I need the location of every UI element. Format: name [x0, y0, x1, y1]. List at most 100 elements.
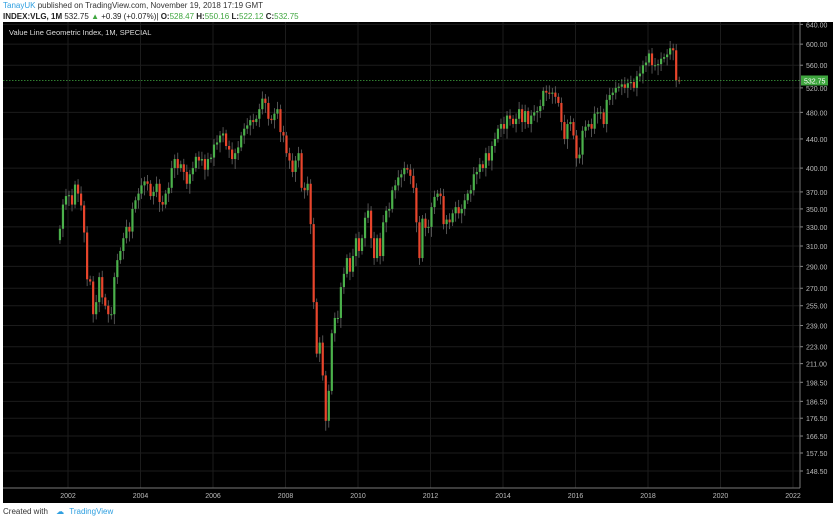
candle-up [258, 109, 261, 119]
high-value: 550.16 [204, 12, 230, 21]
candle-down [309, 183, 312, 225]
x-tick-label: 2022 [785, 493, 801, 500]
candle-up [569, 122, 572, 125]
candle-up [472, 174, 475, 191]
candle-up [215, 142, 219, 145]
candle-up [345, 258, 349, 274]
candle-up [539, 106, 542, 112]
y-tick-label: 600.00 [806, 42, 828, 49]
candle-up [605, 99, 608, 125]
candle-up [391, 190, 394, 209]
candle-down [487, 153, 490, 161]
candle-down [158, 183, 161, 202]
up-arrow-icon: ▲ [91, 12, 99, 21]
candle-down [92, 281, 95, 315]
y-tick-label: 370.00 [806, 190, 828, 197]
candle-down [675, 50, 678, 81]
candle-down [348, 258, 352, 272]
candlestick-chart[interactable]: 640.00 600.00 560.00 520.00 480.00 440.00 400.… [3, 22, 833, 503]
candle-up [140, 185, 143, 194]
low-label: L: [231, 12, 239, 21]
candle-up [209, 157, 213, 160]
candle-up [61, 204, 65, 229]
candle-up [167, 187, 170, 194]
candle-up [155, 183, 158, 192]
candle-up [666, 54, 669, 58]
candle-up [137, 193, 140, 201]
candle-up [542, 90, 545, 107]
candle-down [623, 84, 626, 88]
candle-up [536, 111, 539, 113]
candle-down [252, 120, 255, 123]
candle-up [484, 153, 487, 169]
candle-up [617, 86, 620, 88]
created-with-text: Created with [3, 507, 48, 516]
tradingview-link[interactable]: TradingView [69, 507, 114, 516]
candle-down [76, 184, 80, 194]
candle-down [176, 159, 179, 169]
y-tick-label: 560.00 [806, 63, 828, 70]
candle-up [119, 250, 122, 261]
candle-up [294, 160, 297, 172]
candle-up [234, 153, 237, 160]
candle-down [442, 196, 445, 225]
candle-up [593, 113, 596, 129]
candle-up [490, 145, 494, 161]
publish-info: TanayUK published on TradingView.com, No… [3, 1, 263, 10]
candle-down [418, 222, 421, 259]
candle-up [400, 174, 403, 178]
candle-down [508, 115, 512, 119]
candle-down [672, 48, 675, 51]
y-tick-label: 270.00 [806, 286, 828, 293]
candle-up [629, 82, 632, 84]
candle-up [478, 164, 481, 172]
candle-up [647, 53, 651, 63]
candle-up [237, 147, 240, 154]
candle-down [424, 218, 427, 228]
candle-down [279, 109, 282, 133]
candle-down [264, 98, 267, 103]
candle-up [644, 62, 648, 66]
candle-down [560, 102, 563, 123]
candle-down [554, 92, 557, 97]
candle-up [297, 153, 300, 161]
candle-down [557, 96, 560, 103]
candle-up [255, 118, 258, 123]
candle-down [357, 238, 361, 251]
candle-up [641, 65, 645, 74]
candle-up [466, 193, 469, 201]
candle-up [499, 124, 503, 129]
candle-down [89, 279, 92, 282]
candle-down [563, 122, 566, 139]
candle-down [315, 302, 318, 354]
candle-up [460, 208, 463, 214]
candle-down [70, 195, 74, 205]
candle-down [282, 132, 285, 136]
candle-up [333, 317, 336, 334]
candle-down [481, 164, 484, 169]
candle-down [224, 133, 228, 146]
candle-up [620, 84, 623, 87]
candle-up [58, 228, 62, 241]
x-tick-label: 2012 [423, 493, 439, 500]
chart-area[interactable]: 640.00 600.00 560.00 520.00 480.00 440.00 400.… [3, 22, 833, 503]
candle-up [351, 256, 355, 272]
chart-title: Value Line Geometric Index, 1M, SPECIAL [9, 28, 151, 37]
candle-up [454, 207, 457, 214]
candle-down [379, 238, 382, 257]
y-tick-label: 148.50 [806, 469, 828, 476]
candle-up [475, 171, 478, 175]
candle-up [73, 184, 77, 205]
candle-up [366, 210, 370, 218]
candle-down [548, 92, 551, 94]
tradingview-logo-icon: ☁ [56, 507, 65, 516]
candle-up [188, 174, 191, 184]
candle-up [261, 98, 264, 110]
candle-up [249, 120, 252, 126]
y-tick-label: 166.50 [806, 434, 828, 441]
candle-up [191, 168, 194, 175]
candle-up [614, 87, 617, 93]
candle-up [584, 126, 587, 131]
candle-up [587, 124, 590, 127]
author-link[interactable]: TanayUK [3, 1, 36, 10]
